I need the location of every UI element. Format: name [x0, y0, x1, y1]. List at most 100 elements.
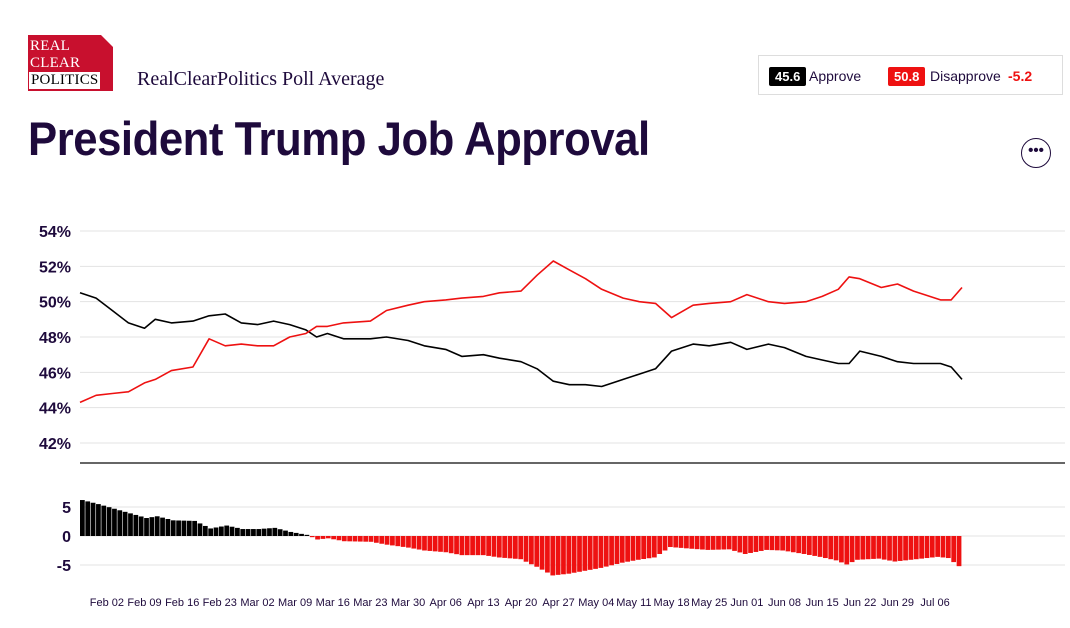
spread-bar: [480, 536, 486, 556]
spread-bar: [823, 536, 828, 559]
spread-bar: [651, 536, 657, 558]
spread-bar: [555, 536, 561, 575]
spread-bar: [325, 536, 331, 539]
spread-bar: [256, 529, 262, 536]
spread-bar: [935, 536, 941, 557]
spread-bar: [748, 536, 753, 553]
x-tick-label: Mar 23: [353, 597, 387, 609]
spread-bar: [785, 536, 791, 552]
spread-bar: [924, 536, 930, 559]
spread-bar: [940, 536, 946, 558]
spread-bar: [379, 536, 385, 544]
spread-bar: [539, 536, 545, 570]
spread-bar: [235, 527, 240, 536]
spread-bar: [550, 536, 556, 576]
spread-bar: [96, 504, 101, 536]
y-tick-label: 48%: [39, 330, 71, 347]
disapprove-value-badge: 50.8: [888, 67, 926, 86]
spread-bar: [202, 525, 208, 536]
x-tick-label: Mar 09: [278, 597, 312, 609]
x-tick-label: Jun 15: [806, 597, 839, 609]
spread-bar: [454, 536, 459, 555]
spread-bar: [181, 520, 187, 536]
spread-bar: [742, 536, 748, 554]
spread-bar: [400, 536, 406, 547]
spread-bar: [475, 536, 481, 556]
spread-bar: [267, 528, 272, 536]
legend-summary: 45.6 Approve 50.8 Disapprove -5.2: [758, 55, 1063, 95]
spread-bar: [106, 507, 112, 536]
spread-bar: [839, 536, 844, 563]
spread-bar: [684, 536, 689, 549]
spread-bar: [705, 536, 711, 550]
spread-bar: [919, 536, 924, 559]
spread-bar: [598, 536, 604, 568]
y-tick-label: 54%: [39, 224, 71, 241]
series-line-disapprove: [79, 260, 963, 404]
rcp-logo: REAL CLEAR POLITICS: [28, 35, 113, 91]
spread-bar: [283, 530, 288, 536]
spread-bar: [571, 536, 577, 573]
spread-bar: [416, 536, 422, 550]
spread-bar: [657, 536, 663, 554]
spread-bar: [293, 532, 299, 536]
spread-bar: [630, 536, 636, 561]
spread-bar: [641, 536, 647, 560]
x-tick-label: Apr 20: [505, 597, 537, 609]
spread-bar: [213, 527, 219, 536]
spread-bar: [502, 536, 508, 558]
x-tick-label: Feb 09: [127, 597, 161, 609]
spread-bar: [726, 536, 732, 550]
x-axis-ticks: Feb 02 Feb 09 Feb 16 Feb 23 Mar 02 Mar 09 Mar …: [90, 597, 950, 609]
spread-bar: [609, 536, 614, 566]
spread-bar: [908, 536, 914, 560]
spread-bar: [673, 536, 679, 548]
spread-bar: [336, 536, 342, 541]
spread-bar: [892, 536, 898, 562]
spread-bar: [956, 536, 962, 567]
spread-bar: [315, 536, 320, 540]
line-chart-grid: [80, 230, 1065, 444]
x-tick-label: May 11: [616, 597, 651, 609]
spread-bar: [646, 536, 652, 559]
spread-bar: [464, 536, 470, 556]
spread-bar: [796, 536, 802, 554]
spread-bar: [758, 536, 764, 551]
x-tick-label: Jun 08: [768, 597, 801, 609]
logo-corner: [101, 35, 113, 47]
spread-bar: [390, 536, 395, 546]
spread-bar: [662, 536, 668, 551]
y-tick-label: -5: [57, 558, 71, 575]
spread-bar: [459, 536, 465, 556]
spread-bar: [593, 536, 598, 569]
spread-bar: [582, 536, 588, 571]
y-tick-label: 42%: [39, 436, 71, 453]
spread-bar: [128, 513, 133, 536]
spread-bar: [577, 536, 582, 572]
spread-bar: [117, 510, 123, 536]
x-tick-label: Feb 16: [165, 597, 199, 609]
more-options-button[interactable]: •••: [1021, 138, 1051, 168]
line-chart-series: [79, 260, 963, 404]
spread-bar: [833, 536, 839, 561]
spread-bar: [245, 529, 251, 536]
spread-bar: [470, 536, 475, 556]
x-tick-label: Jun 29: [881, 597, 914, 609]
x-tick-label: Mar 30: [391, 597, 425, 609]
spread-bar: [903, 536, 908, 561]
spread-bar: [876, 536, 882, 559]
spread-bar: [849, 536, 855, 563]
spread-bar: [122, 511, 128, 536]
spread-bar: [678, 536, 684, 548]
spread-bar: [710, 536, 716, 550]
page-title: President Trump Job Approval: [28, 112, 650, 165]
spread-bar: [432, 536, 438, 552]
spread-bar: [694, 536, 700, 550]
spread-bar: [929, 536, 935, 558]
x-tick-label: Jun 01: [730, 597, 763, 609]
line-chart-y-ticks: 54% 52% 50% 48% 46% 44% 42%: [39, 224, 71, 453]
x-tick-label: Mar 02: [240, 597, 274, 609]
spread-bar: [422, 536, 427, 551]
spread-bar: [737, 536, 743, 553]
spread-bar: [197, 523, 203, 536]
